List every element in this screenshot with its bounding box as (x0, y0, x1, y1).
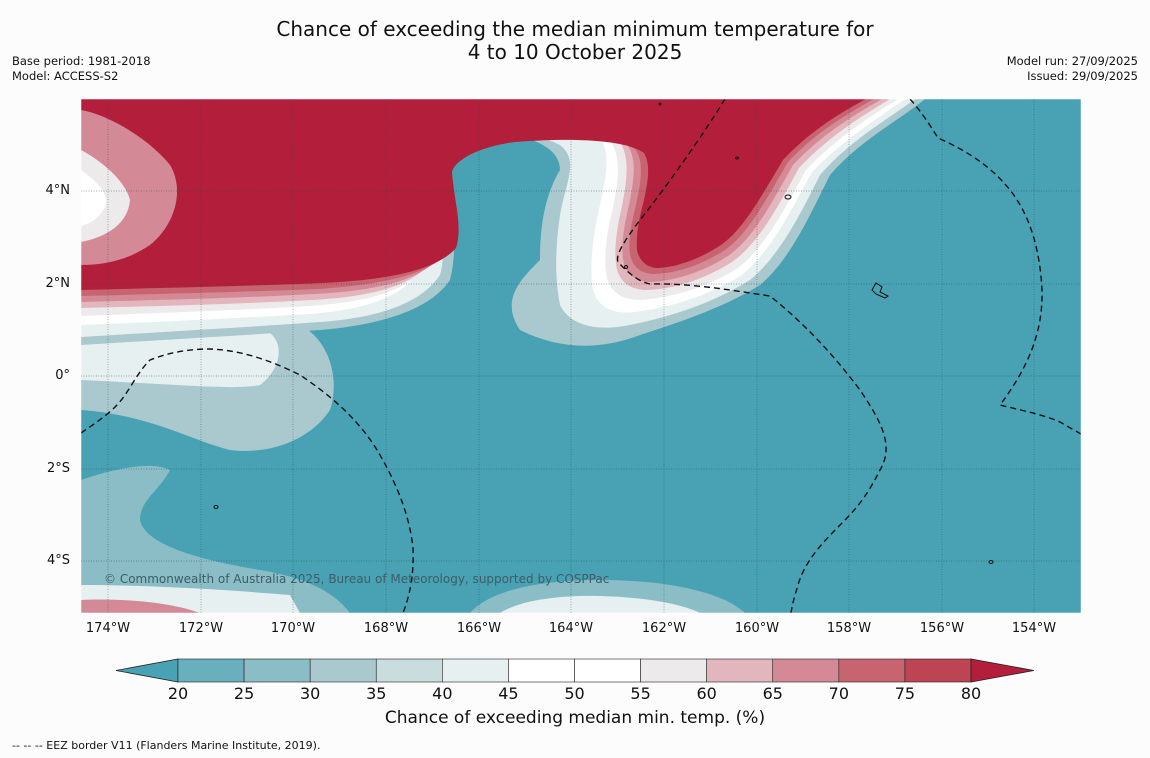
colorbar-bin (640, 658, 707, 683)
lon-label-162w: 162°W (641, 621, 687, 636)
metadata-left: Base period: 1981-2018 Model: ACCESS-S2 (12, 54, 151, 84)
lon-label-160w: 160°W (734, 621, 780, 636)
colorbar-bin (772, 658, 840, 683)
lat-label-2n: 2°N (45, 276, 71, 291)
lon-label-154w: 154°W (1011, 621, 1057, 636)
colorbar-tick-label: 35 (366, 684, 387, 703)
contour-50-northwest-bulge (81, 170, 107, 226)
colorbar-bin (706, 658, 774, 683)
colorbar-bin (177, 658, 245, 683)
contour-45-south-central (500, 595, 700, 613)
lon-label-166w: 166°W (456, 621, 502, 636)
colorbar-bin (309, 658, 377, 683)
colorbar-bin (243, 658, 311, 683)
colorbar-bin (442, 658, 509, 683)
lon-label-164w: 164°W (548, 621, 594, 636)
model-text: Model: ACCESS-S2 (12, 69, 119, 83)
colorbar-tick-label: 55 (630, 684, 651, 703)
colorbar-tick-label: 60 (696, 684, 717, 703)
colorbar-tick-label: 25 (233, 684, 255, 703)
colorbar-tick-label: 50 (564, 684, 585, 703)
colorbar-tick-label: 40 (432, 684, 453, 703)
contour-30-southwest (81, 465, 350, 613)
graticule (81, 99, 1081, 613)
title-line-2: 4 to 10 October 2025 (467, 40, 683, 64)
map-frame (80, 98, 1082, 614)
colorbar-extend-high (970, 658, 1035, 683)
colorbar-label: Chance of exceeding median min. temp. (%… (384, 708, 766, 728)
colorbar-tick-label: 30 (299, 684, 321, 703)
lon-label-172w: 172°W (178, 621, 224, 636)
chart-title: Chance of exceeding the median minimum t… (0, 18, 1150, 64)
lon-label-174w: 174°W (85, 621, 131, 636)
issued-text: Issued: 29/09/2025 (1027, 69, 1138, 83)
metadata-right: Model run: 27/09/2025 Issued: 29/09/2025 (1007, 54, 1138, 84)
copyright-notice: © Commonwealth of Australia 2025, Bureau… (104, 572, 610, 586)
colorbar-bin (904, 658, 972, 683)
colorbar-tick-label: 45 (498, 684, 519, 703)
lon-label-156w: 156°W (919, 621, 965, 636)
contour-80-north (81, 99, 866, 290)
lon-label-158w: 158°W (826, 621, 872, 636)
eez-borders (81, 99, 1081, 613)
lat-label-4s: 4°S (46, 553, 70, 568)
lon-label-168w: 168°W (363, 621, 409, 636)
eez-legend-note: -- -- -- EEZ border V11 (Flanders Marine… (12, 739, 321, 752)
colorbar-bin (508, 658, 575, 683)
colorbar-extend-low (115, 658, 179, 683)
lat-label-4n: 4°N (45, 183, 71, 198)
colorbar-tick-label: 70 (828, 684, 849, 703)
colorbar-tick-label: 75 (894, 684, 916, 703)
colorbar-tick-label: 80 (960, 684, 982, 703)
colorbar-bin (375, 658, 443, 683)
contour-65-southwest (81, 599, 200, 613)
colorbar-bin (574, 658, 641, 683)
colorbar-bin (838, 658, 906, 683)
lon-label-170w: 170°W (270, 621, 316, 636)
base-period-text: Base period: 1981-2018 (12, 54, 151, 68)
contour-45-western-band (81, 332, 279, 388)
lat-label-0: 0° (55, 368, 70, 383)
lat-label-2s: 2°S (46, 461, 70, 476)
title-line-1: Chance of exceeding the median minimum t… (276, 17, 874, 41)
colorbar-tick-label: 65 (762, 684, 783, 703)
model-run-text: Model run: 27/09/2025 (1006, 54, 1138, 68)
colorbar-tick-label: 20 (167, 684, 189, 703)
islands (213, 102, 994, 564)
